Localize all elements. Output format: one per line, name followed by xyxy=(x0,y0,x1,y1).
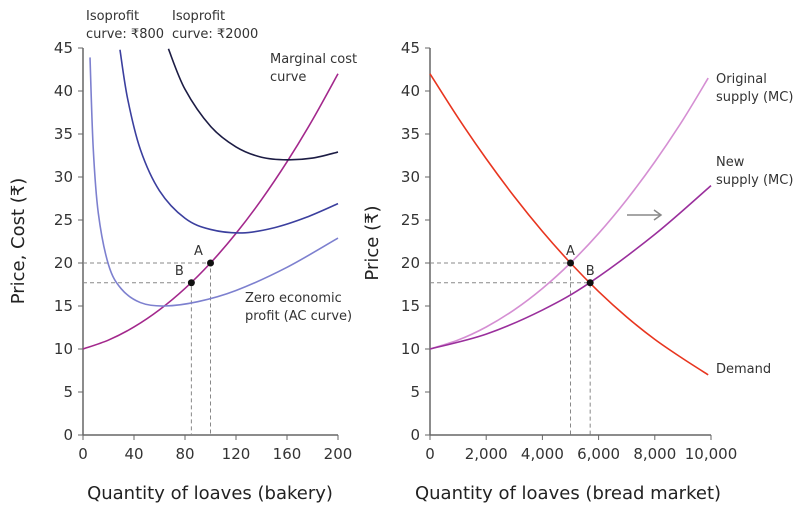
label-ac-line1: Zero economic xyxy=(245,291,342,306)
y-tick-label: 0 xyxy=(410,426,420,444)
label-isoprofit-2000-line1: Isoprofit xyxy=(172,9,225,24)
x-tick-label: 0 xyxy=(425,445,435,463)
x-tick-label: 200 xyxy=(324,445,353,463)
y-tick-label: 45 xyxy=(54,39,73,57)
point-label-A: A xyxy=(566,244,575,259)
x-tick-label: 6,000 xyxy=(577,445,620,463)
point-B xyxy=(187,279,195,287)
guide-line-B xyxy=(430,282,591,435)
point-A xyxy=(567,259,574,267)
label-new-supply-line1: New xyxy=(716,155,745,170)
y-tick-label: 5 xyxy=(63,383,73,401)
label-original-supply-line2: supply (MC) xyxy=(716,90,793,105)
shift-arrow-icon xyxy=(627,209,663,221)
series-isoprofit-curve-800 xyxy=(119,49,339,234)
label-isoprofit-800-line1: Isoprofit xyxy=(86,9,139,24)
x-tick-label: 2,000 xyxy=(465,445,508,463)
y-tick-label: 30 xyxy=(401,168,420,186)
bakery-panel: 0 5 10 15 20 25 30 35 40 45 0 40 80 120 160 200 AB xyxy=(54,39,352,463)
y-tick-label: 25 xyxy=(54,211,73,229)
x-tick-label: 4,000 xyxy=(521,445,564,463)
x-tick-label: 0 xyxy=(78,445,88,463)
y-tick-label: 40 xyxy=(54,82,73,100)
y-tick-label: 45 xyxy=(401,39,420,57)
guide-line-A xyxy=(430,262,571,435)
x-tick-label: 8,000 xyxy=(633,445,676,463)
y-tick-label: 20 xyxy=(54,254,73,272)
label-ac-line2: profit (AC curve) xyxy=(245,309,352,324)
y-tick-label: 40 xyxy=(401,82,420,100)
point-B xyxy=(586,279,594,287)
label-mc-line2: curve xyxy=(270,70,306,85)
x-tick-label: 160 xyxy=(273,445,302,463)
label-original-supply-line1: Original xyxy=(716,72,767,87)
y-tick-label: 10 xyxy=(54,340,73,358)
series-new-supply-mc- xyxy=(429,184,712,350)
series-original-supply-mc- xyxy=(429,77,709,350)
y-axis-title-bakery: Price, Cost (₹) xyxy=(8,178,29,305)
y-tick-label: 15 xyxy=(54,297,73,315)
point-A xyxy=(207,259,214,267)
y-tick-label: 0 xyxy=(63,426,73,444)
market-panel: 0 5 10 15 20 25 30 35 40 45 0 2,000 4,000 6,000 8,000 1… xyxy=(401,39,737,463)
point-label-B: B xyxy=(586,264,595,279)
y-tick-label: 5 xyxy=(410,383,420,401)
series-zero-economic-profit-ac-curve- xyxy=(89,57,339,307)
y-tick-label: 25 xyxy=(401,211,420,229)
x-axis-title-bakery: Quantity of loaves (bakery) xyxy=(87,483,333,504)
point-label-B: B xyxy=(175,264,184,279)
label-mc-line1: Marginal cost xyxy=(270,52,357,67)
label-isoprofit-2000-line2: curve: ₹2000 xyxy=(172,27,258,42)
y-tick-label: 30 xyxy=(54,168,73,186)
label-demand: Demand xyxy=(716,362,771,377)
y-tick-label: 20 xyxy=(401,254,420,272)
point-label-A: A xyxy=(194,244,203,259)
x-axis-title-market: Quantity of loaves (bread market) xyxy=(415,483,721,504)
y-tick-label: 15 xyxy=(401,297,420,315)
label-new-supply-line2: supply (MC) xyxy=(716,173,793,188)
label-isoprofit-800-line2: curve: ₹800 xyxy=(86,27,164,42)
y-tick-label: 35 xyxy=(401,125,420,143)
x-tick-label: 40 xyxy=(124,445,143,463)
x-tick-label: 80 xyxy=(175,445,194,463)
y-tick-label: 10 xyxy=(401,340,420,358)
x-tick-label: 120 xyxy=(222,445,251,463)
y-axis-title-market: Price (₹) xyxy=(362,205,383,280)
x-tick-label: 10,000 xyxy=(685,445,738,463)
series-isoprofit-curve-2000 xyxy=(167,48,339,161)
series-marginal-cost-curve xyxy=(82,73,339,350)
y-tick-label: 35 xyxy=(54,125,73,143)
